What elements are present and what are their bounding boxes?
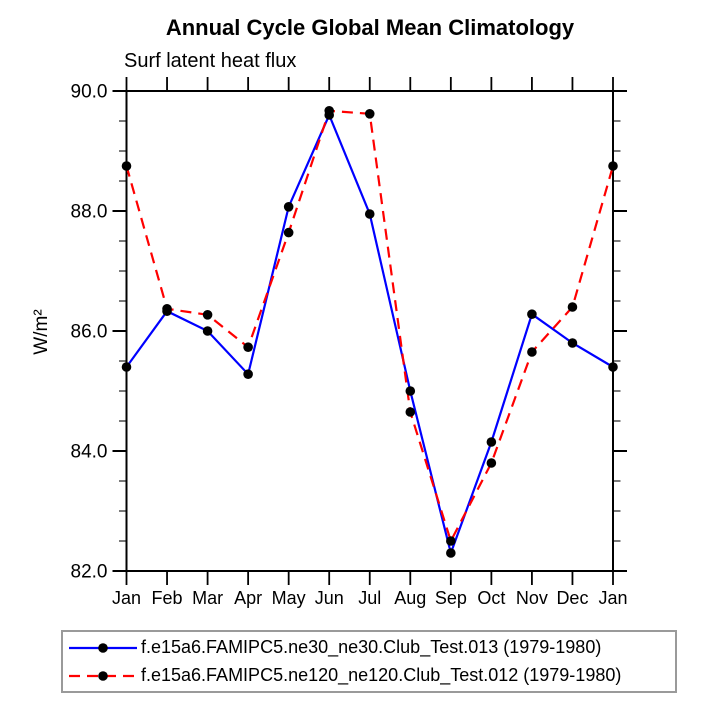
data-point-marker <box>162 304 172 314</box>
y-tick-label: 88.0 <box>71 202 108 223</box>
y-tick-label: 84.0 <box>71 442 108 463</box>
data-point-marker <box>405 407 416 417</box>
x-tick-label: Aug <box>394 588 426 608</box>
data-point-marker <box>283 227 294 238</box>
legend-label: f.e15a6.FAMIPC5.ne30_ne30.Club_Test.013 … <box>141 637 602 657</box>
data-point-marker <box>364 209 375 219</box>
legend: f.e15a6.FAMIPC5.ne30_ne30.Club_Test.013 … <box>61 630 677 693</box>
chart-title: Annual Cycle Global Mean Climatology <box>165 15 575 40</box>
data-point-marker <box>405 386 416 396</box>
x-tick-label: Dec <box>556 588 588 608</box>
legend-sample-marker-1 <box>98 670 108 681</box>
data-point-marker <box>364 109 375 119</box>
data-point-marker <box>243 342 253 353</box>
data-point-marker <box>121 161 132 171</box>
data-point-marker <box>243 369 253 380</box>
data-point-marker <box>608 362 618 372</box>
legend-line-sample-icon <box>69 670 137 681</box>
data-point-marker <box>121 362 132 372</box>
x-tick-label: May <box>272 588 306 608</box>
data-point-marker <box>283 202 294 212</box>
legend-line-sample-icon <box>69 642 137 653</box>
legend-entry-ne120: f.e15a6.FAMIPC5.ne120_ne120.Club_Test.01… <box>68 662 675 690</box>
x-tick-label: Oct <box>477 588 505 608</box>
x-tick-label: Jan <box>112 588 141 608</box>
data-point-marker <box>527 347 537 357</box>
data-point-marker <box>567 338 578 348</box>
data-point-marker <box>202 310 213 320</box>
data-point-marker <box>446 548 456 558</box>
y-tick-label: 86.0 <box>71 322 108 343</box>
x-tick-label: Sep <box>435 588 467 608</box>
x-tick-label: Jul <box>358 588 381 608</box>
y-tick-label: 90.0 <box>71 82 108 103</box>
x-tick-label: Jun <box>315 588 344 608</box>
series-line <box>125 112 614 557</box>
data-point-marker <box>324 106 335 116</box>
y-tick-label: 82.0 <box>71 562 108 583</box>
data-point-marker <box>527 309 537 320</box>
data-point-marker <box>486 437 497 447</box>
x-tick-label: Jan <box>598 588 627 608</box>
x-tick-label: Feb <box>152 588 183 608</box>
legend-sample-marker-0 <box>98 642 108 653</box>
chart-subtitle: Surf latent heat flux <box>124 50 297 72</box>
x-tick-label: Apr <box>234 588 262 608</box>
data-point-marker <box>608 161 618 171</box>
legend-label: f.e15a6.FAMIPC5.ne120_ne120.Club_Test.01… <box>141 665 622 685</box>
legend-entry-ne30: f.e15a6.FAMIPC5.ne30_ne30.Club_Test.013 … <box>68 634 675 662</box>
x-tick-label: Mar <box>192 588 223 608</box>
data-point-marker <box>567 302 578 312</box>
x-tick-label: Nov <box>516 588 548 608</box>
data-point-marker <box>446 536 456 546</box>
plot-frame <box>125 90 614 572</box>
data-point-marker <box>202 326 213 336</box>
data-point-marker <box>486 458 497 468</box>
